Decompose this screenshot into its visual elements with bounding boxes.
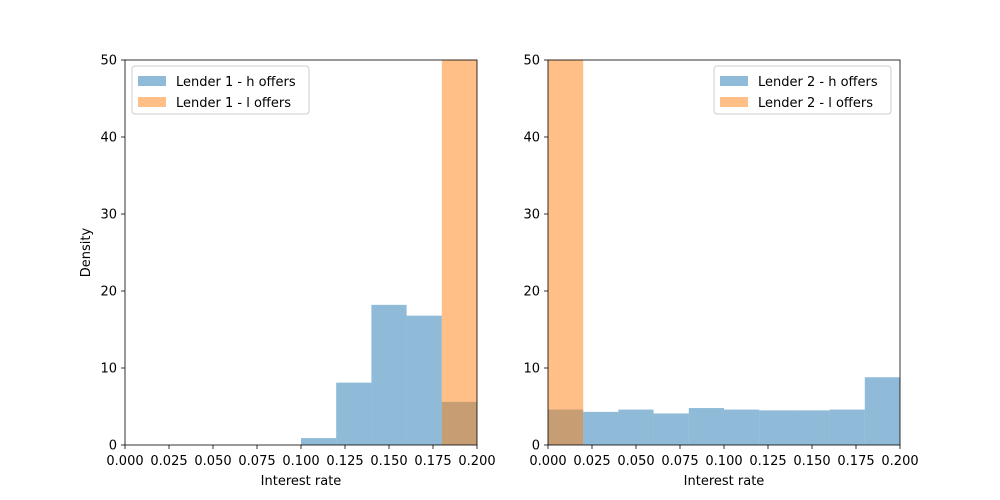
panel-2-bar-s1-b5: [688, 408, 724, 445]
panel-1-bar-s1-b1: [301, 438, 337, 445]
panel-2-bar-s1-b6: [724, 409, 760, 445]
panel-2-xtick-label: 0.200: [881, 454, 918, 469]
panel-2-xtick-label: 0.100: [705, 454, 742, 469]
panel-2-ytick-label: 40: [523, 131, 540, 146]
panel-1-bar-s1-b4: [406, 315, 442, 445]
panel-1-y-axis-label: Density: [79, 227, 94, 277]
panel-1-legend: Lender 1 - h offers Lender 1 - l offers: [131, 65, 310, 115]
panel-2-legend-label-2: Lender 2 - l offers: [758, 96, 873, 111]
panel-2-bar-s1-b8: [794, 410, 830, 445]
panel-2-xtick-label: 0.150: [793, 454, 830, 469]
panel-2-bar-s1-b7: [759, 410, 795, 445]
panel-1-ytick-label: 0: [109, 439, 117, 454]
panel-2-legend-swatch-2: [720, 97, 748, 107]
panel-1-legend-label-2: Lender 1 - l offers: [176, 96, 291, 111]
panel-1-bar-s2-b1: [441, 60, 477, 445]
panel-1-x-axis-label: Interest rate: [261, 474, 342, 489]
panel-2-bar-s1-b2: [583, 411, 619, 445]
panel-2-bar-s1-b10: [864, 377, 900, 445]
panel-1-legend-label-1: Lender 1 - h offers: [176, 75, 296, 90]
panel-1-legend-swatch-2: [138, 97, 166, 107]
panel-1-xtick-label: 0.025: [150, 454, 187, 469]
panel-2-bar-s2-b1: [548, 60, 584, 445]
panel-2-bar-s1-b4: [653, 413, 689, 445]
panel-1-ytick-label: 40: [100, 131, 117, 146]
panel-2-bar-s1-b3: [618, 409, 654, 445]
panel-2-legend-box: [713, 65, 892, 115]
panel-2-ytick-label: 50: [523, 54, 540, 69]
panel-2-legend-label-1: Lender 2 - h offers: [758, 75, 878, 90]
panel-1-ytick-label: 50: [100, 54, 117, 69]
panel-2-x-axis-label: Interest rate: [684, 474, 765, 489]
panel-1-legend-swatch-1: [138, 76, 166, 86]
panel-1-xtick-label: 0.100: [282, 454, 319, 469]
panel-1-xtick-label: 0.125: [326, 454, 363, 469]
panel-1-legend-box: [131, 65, 310, 115]
panel-1-ytick-label: 20: [100, 285, 117, 300]
panel-2-legend-swatch-1: [720, 76, 748, 86]
panel-2-xtick-label: 0.125: [749, 454, 786, 469]
panel-2-xtick-label: 0.075: [661, 454, 698, 469]
panel-1-xtick-label: 0.200: [458, 454, 495, 469]
panel-2-ytick-label: 20: [523, 285, 540, 300]
panel-2-xtick-label: 0.000: [529, 454, 566, 469]
panel-1-xtick-label: 0.150: [370, 454, 407, 469]
panel-1-xtick-label: 0.075: [238, 454, 275, 469]
panel-1-bar-s1-b2: [336, 382, 372, 445]
panel-1-bar-s1-b3: [371, 304, 407, 445]
panel-2-ytick-label: 0: [532, 439, 540, 454]
panel-2-xtick-label: 0.175: [837, 454, 874, 469]
panel-1-ytick-label: 10: [100, 362, 117, 377]
panel-2-legend: Lender 2 - h offers Lender 2 - l offers: [713, 65, 892, 115]
panel-1: 0.000 0.025 0.050 0.075 0.100 0.125 0.150 0.175…: [79, 54, 496, 490]
panel-2-xtick-label: 0.050: [617, 454, 654, 469]
panel-1-xtick-label: 0.175: [414, 454, 451, 469]
panel-1-xtick-label: 0.050: [194, 454, 231, 469]
panel-2-bar-s1-b9: [829, 409, 865, 445]
panel-2: 0.000 0.025 0.050 0.075 0.100 0.125 0.150 0.175…: [523, 54, 918, 490]
panel-2-xtick-label: 0.025: [573, 454, 610, 469]
panel-2-ytick-label: 30: [523, 208, 540, 223]
panel-2-ytick-label: 10: [523, 362, 540, 377]
panel-1-xtick-label: 0.000: [106, 454, 143, 469]
panel-1-ytick-label: 30: [100, 208, 117, 223]
